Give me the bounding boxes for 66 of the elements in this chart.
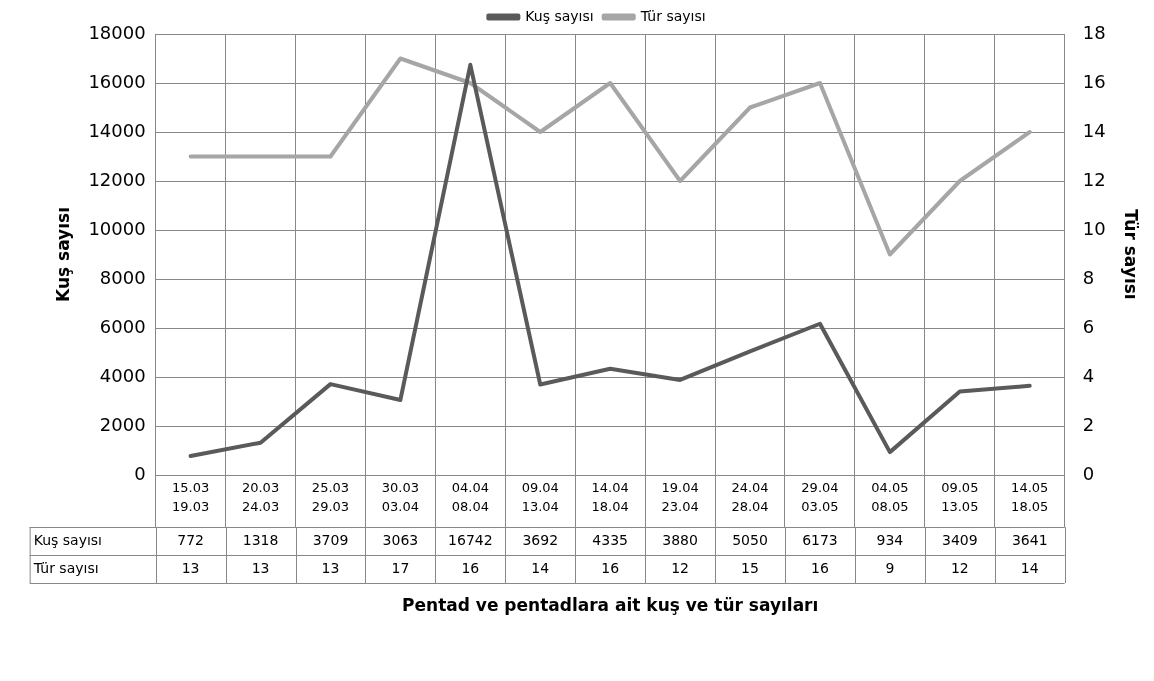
y2-tick-label: 2 (1082, 413, 1095, 435)
y-tick-label: 10000 (88, 217, 146, 239)
data-label: 4335 (592, 531, 628, 548)
y2-axis-title: Tür sayısı (1121, 209, 1142, 300)
x-tick-label: 04.05 08.05 (871, 480, 909, 515)
data-label: 3692 (522, 531, 559, 548)
y2-tick-label: 4 (1082, 364, 1095, 386)
x-tick-label: 24.04 28.04 (731, 480, 769, 515)
data-label: 15 (741, 559, 759, 576)
data-label: 16742 (448, 531, 493, 548)
y-tick-label: 16000 (88, 70, 146, 92)
legend-label: Kuş sayısı (525, 7, 594, 24)
y-tick-label: 18000 (88, 21, 146, 43)
data-label: 12 (950, 559, 969, 576)
y-axis-title: Kuş sayısı (52, 207, 73, 302)
data-label: 13 (181, 559, 200, 576)
y2-tick-label: 14 (1082, 119, 1106, 141)
data-label: 3409 (941, 531, 978, 548)
y-tick-label: 12000 (88, 168, 146, 190)
y-tick-label: 0 (134, 462, 146, 484)
y2-tick-label: 10 (1082, 217, 1106, 239)
data-label: 3709 (312, 531, 349, 548)
x-axis-title: Pentad ve pentadlara ait kuş ve tür sayıları (402, 595, 819, 616)
x-tick-label: 19.04 23.04 (661, 480, 699, 515)
x-tick-label: 30.03 03.04 (381, 480, 420, 515)
y2-tick-label: 8 (1082, 266, 1095, 288)
x-tick-label: 04.04 08.04 (451, 480, 489, 515)
x-tick-label: 09.04 13.04 (521, 480, 559, 515)
y-tick-label: 14000 (88, 119, 146, 141)
data-label: 14 (531, 559, 550, 576)
y-tick-label: 2000 (99, 413, 146, 435)
x-tick-label: 29.04 03.05 (801, 480, 839, 515)
data-label: 17 (391, 559, 410, 576)
y2-tick-label: 18 (1082, 21, 1106, 43)
y2-tick-label: 6 (1082, 315, 1095, 337)
x-tick-label: 20.03 24.03 (241, 480, 280, 515)
x-tick-label: 25.03 29.03 (311, 480, 350, 515)
data-label: 772 (177, 531, 204, 548)
data-label: 16 (601, 559, 620, 576)
data-label: 5050 (732, 531, 768, 548)
data-label: 13 (251, 559, 270, 576)
data-label: 6173 (802, 531, 838, 548)
data-label: 3880 (662, 531, 698, 548)
data-label: 9 (885, 559, 895, 576)
y2-tick-label: 0 (1082, 462, 1095, 484)
data-label: 16 (811, 559, 829, 576)
x-tick-label: 15.03 19.03 (172, 480, 210, 515)
text: Tür sayısı (33, 559, 99, 576)
y-tick-label: 8000 (99, 266, 146, 288)
data-label: 1318 (242, 531, 279, 548)
legend-label: Tür sayısı (639, 7, 706, 24)
data-label: 934 (876, 531, 904, 548)
data-label: 16 (461, 559, 480, 576)
y-tick-label: 4000 (99, 364, 146, 386)
x-tick-label: 14.05 18.05 (1011, 480, 1049, 515)
y2-tick-label: 12 (1082, 168, 1106, 190)
x-tick-label: 14.04 18.04 (591, 480, 629, 515)
data-label: 3641 (1011, 531, 1048, 548)
y2-tick-label: 16 (1082, 70, 1106, 92)
data-label: 13 (321, 559, 340, 576)
data-label: 14 (1020, 559, 1039, 576)
text: Kuş sayısı (33, 531, 102, 548)
y-tick-label: 6000 (99, 315, 146, 337)
data-label: 12 (671, 559, 690, 576)
data-label: 3063 (382, 531, 419, 548)
x-tick-label: 09.05 13.05 (941, 480, 979, 515)
